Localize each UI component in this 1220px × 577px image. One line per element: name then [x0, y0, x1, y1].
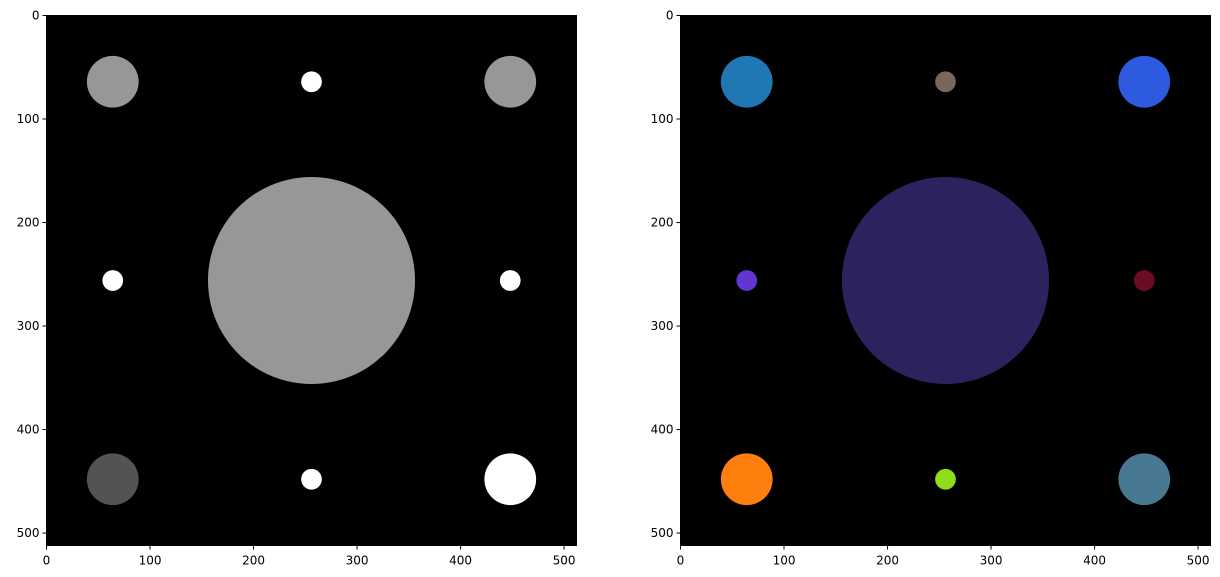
- left-circle-top-left: [86, 55, 139, 108]
- left-y-tick-label-300: 300: [17, 319, 40, 333]
- right-circle-top-left: [720, 55, 773, 108]
- left-circle-middle-left: [102, 270, 124, 291]
- right-y-tick-label-100: 100: [651, 112, 674, 126]
- left-y-tick-label-400: 400: [17, 423, 40, 437]
- left-circle-bottom-left: [86, 453, 139, 506]
- right-y-tick-label-0: 0: [666, 9, 674, 23]
- left-circle-middle-right: [499, 270, 521, 291]
- left-x-tick-label-0: 0: [43, 554, 51, 568]
- right-circle-bottom-right: [1118, 453, 1171, 506]
- right-x-tick-label-100: 100: [773, 554, 796, 568]
- left-circle-top-center: [301, 71, 322, 93]
- left-y-tick-label-500: 500: [17, 526, 40, 540]
- right-circle-bottom-center: [935, 468, 956, 490]
- left-x-tick-label-400: 400: [449, 554, 472, 568]
- right-circle-top-center: [935, 71, 956, 93]
- left-x-tick-label-200: 200: [242, 554, 265, 568]
- right-y-tick-label-200: 200: [651, 216, 674, 230]
- right-circle-center: [841, 176, 1050, 385]
- right-x-tick-label-300: 300: [980, 554, 1003, 568]
- right-axes-frame: [680, 15, 1211, 546]
- right-circle-middle-left: [736, 270, 758, 291]
- left-circle-center: [207, 176, 416, 385]
- left-circle-top-right: [484, 55, 537, 108]
- right-circle-bottom-left: [720, 453, 773, 506]
- right-x-tick-label-0: 0: [677, 554, 685, 568]
- left-y-tick-label-200: 200: [17, 216, 40, 230]
- left-axes-frame: [46, 15, 577, 546]
- left-y-tick-label-100: 100: [17, 112, 40, 126]
- right-x-tick-label-200: 200: [876, 554, 899, 568]
- right-x-tick-label-500: 500: [1187, 554, 1210, 568]
- right-y-tick-label-300: 300: [651, 319, 674, 333]
- right-circle-top-right: [1118, 55, 1171, 108]
- right-y-tick-label-400: 400: [651, 423, 674, 437]
- left-circle-bottom-right: [484, 453, 537, 506]
- right-x-tick-label-400: 400: [1083, 554, 1106, 568]
- right-circle-middle-right: [1133, 270, 1155, 291]
- left-x-tick-label-100: 100: [139, 554, 162, 568]
- left-circle-bottom-center: [301, 468, 322, 490]
- left-y-tick-label-0: 0: [32, 9, 40, 23]
- right-y-tick-label-500: 500: [651, 526, 674, 540]
- left-x-tick-label-500: 500: [553, 554, 576, 568]
- left-x-tick-label-300: 300: [346, 554, 369, 568]
